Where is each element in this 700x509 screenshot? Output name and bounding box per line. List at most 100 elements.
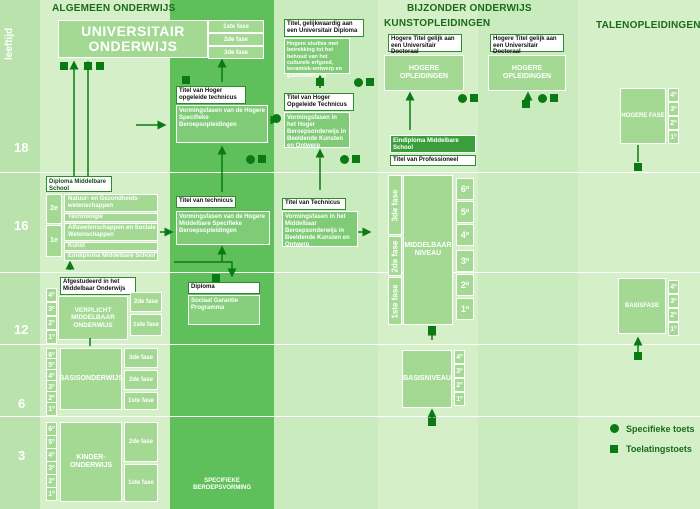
kinderonderwijs-box: KINDER-ONDERWIJS	[60, 422, 122, 502]
verplicht-phase-1: 1ste fase	[130, 314, 162, 336]
vormingsfasen-arts-hoger: Vormingsfasen in het Hoger Beroepsonderw…	[284, 112, 350, 149]
lang-basis-grade-1: 1º	[668, 322, 679, 336]
hogere-opleidingen-1: HOGERE OPLEIDINGEN	[384, 55, 464, 91]
middelbaar-niveau-box: MIDDELBAAR NIVEAU	[403, 175, 453, 325]
marker-square-5	[258, 155, 266, 163]
track-natuur: Natuur- en Gezondheids-wetenschappen	[64, 194, 158, 212]
marker-dot-3	[354, 78, 363, 87]
lang-basis-grade-4: 4º	[668, 280, 679, 294]
title-technicus-arts: Titel van Technicus	[282, 198, 346, 210]
title-gelijkwaardig: Titel, gelijkwaardig aan een Universitai…	[284, 19, 364, 37]
marker-square-8	[352, 155, 360, 163]
track-eindiploma: Eindiploma Middelbare School	[64, 252, 158, 261]
arts-grade-5: 5º	[456, 201, 474, 223]
arts-basis-grade-2: 2º	[454, 378, 465, 392]
divider-6	[0, 416, 700, 417]
title-diploma-sgp: Diploma	[188, 282, 260, 294]
arts-grade-4: 4º	[456, 224, 474, 246]
title-professioneel: Titel van Professioneel	[390, 155, 476, 166]
track-kunst: Kunst	[64, 242, 158, 251]
title-hoger-opgeleide-technicus: Titel van Hoger opgeleide technicus	[176, 86, 246, 104]
kinder-phase-1: 1ste fase	[124, 464, 158, 502]
marker-square-1	[60, 62, 68, 70]
lang-hoger-grade-3: 3º	[668, 102, 679, 116]
arts-basis-grade-3: 3º	[454, 364, 465, 378]
getuigschrift: Afgestudeerd in het Middelbaar Onderwijs	[60, 277, 136, 295]
arts-fase-3: 3de fase	[388, 175, 402, 235]
legend-square-icon	[610, 445, 618, 453]
university-phase-1: 1ste fase	[208, 20, 264, 33]
arts-fase-1: 1ste fase	[388, 277, 402, 325]
header-general: ALGEMEEN ONDERWIJS	[52, 3, 176, 14]
lang-hoger-grade-4: 4º	[668, 88, 679, 102]
divider-16	[0, 272, 700, 273]
arts-basis-grade-1: 1º	[454, 392, 465, 406]
divider-12	[0, 344, 700, 345]
legend-toelatingstoets: Toelatingstoets	[626, 444, 692, 454]
vormingsfasen-arts-middelbaar: Vormingsfasen in het Middelbaar Beroepso…	[282, 211, 358, 248]
title-technicus: Titel van technicus	[176, 196, 236, 208]
title-hoger-technicus-arts: Titel van Hoger Opgeleide Technicus	[284, 93, 354, 111]
verplicht-box: VERPLICHT MIDDELBAAR ONDERWIJS	[58, 296, 128, 340]
kinder-grade-1: 1º	[46, 487, 57, 501]
legend-specifieke-toets: Specifieke toets	[626, 424, 695, 434]
divider-18	[0, 172, 700, 173]
age-axis-column	[0, 0, 40, 509]
university-phase-2: 2de fase	[208, 33, 264, 46]
marker-square-12	[428, 326, 436, 334]
age-16: 16	[14, 218, 29, 233]
basisonderwijs-box: BASISONDERWIJS	[59, 348, 123, 410]
header-languages: TALENOPLEIDINGEN	[596, 20, 700, 31]
primary-phase-3: 3de fase	[124, 348, 158, 368]
arts-basis-grade-4: 4º	[454, 350, 465, 364]
marker-dot-4	[340, 155, 349, 164]
header-special: BIJZONDER ONDERWIJS	[407, 3, 532, 14]
basisfase-box: BASISFASE	[618, 278, 666, 334]
lang-hoger-grade-2: 2º	[668, 116, 679, 130]
primary-phase-1: 1ste fase	[124, 392, 158, 410]
lang-hoger-grade-1: 1º	[668, 130, 679, 144]
header-arts: KUNSTOPLEIDINGEN	[384, 18, 491, 29]
secondary-year-2: 2e	[46, 194, 62, 224]
track-technologie: Technologie	[64, 213, 158, 222]
age-3: 3	[18, 448, 26, 463]
marker-square-9	[470, 94, 478, 102]
marker-square-10	[550, 94, 558, 102]
secondary-year-1: 1e	[46, 225, 62, 257]
basisniveau-box: BASISNIVEAU	[402, 350, 452, 408]
arts-grade-2: 2º	[456, 274, 474, 296]
marker-square-15	[634, 352, 642, 360]
marker-square-3	[96, 62, 104, 70]
arts-grade-1: 1º	[456, 298, 474, 320]
legend-dot-icon	[610, 424, 619, 433]
eindiploma-box: Eindiploma Middelbare School	[390, 135, 476, 153]
marker-square-11	[522, 100, 530, 108]
primary-phase-2: 2de fase	[124, 370, 158, 390]
vormingsfasen-middelbaar: Vormingsfasen van de Hogere Middelbare S…	[176, 211, 270, 245]
marker-square-13	[428, 418, 436, 426]
kinder-phase-2: 2de fase	[124, 422, 158, 462]
age-12: 12	[14, 322, 29, 337]
lang-basis-grade-3: 3º	[668, 294, 679, 308]
primary-grade-1: 1º	[46, 402, 57, 416]
marker-square-2	[84, 62, 92, 70]
university-phase-3: 3de fase	[208, 46, 264, 59]
hogere-titel-2: Hogere Titel gelijk aan een Universitair…	[490, 34, 564, 55]
hogere-studies-box: Hogere studies met betrekking tot het be…	[284, 38, 350, 79]
marker-square-6	[316, 78, 324, 86]
marker-square-14	[634, 163, 642, 171]
lang-basis-grade-2: 2º	[668, 308, 679, 322]
marker-dot-5	[458, 94, 467, 103]
marker-square-7	[366, 78, 374, 86]
column-languages	[578, 0, 700, 509]
sociaal-garantie-programma: Sociaal Garantie Programma	[188, 295, 260, 325]
verplicht-grade-3: 3º	[46, 302, 57, 316]
diploma-middelbare-school: Diploma Middelbare School	[46, 176, 112, 192]
marker-square-16	[212, 274, 220, 282]
hogere-opleidingen-2: HOGERE OPLEIDINGEN	[488, 55, 566, 91]
university-box: UNIVERSITAIR ONDERWIJS	[58, 20, 208, 58]
marker-dot-1	[272, 114, 281, 123]
marker-dot-6	[538, 94, 547, 103]
